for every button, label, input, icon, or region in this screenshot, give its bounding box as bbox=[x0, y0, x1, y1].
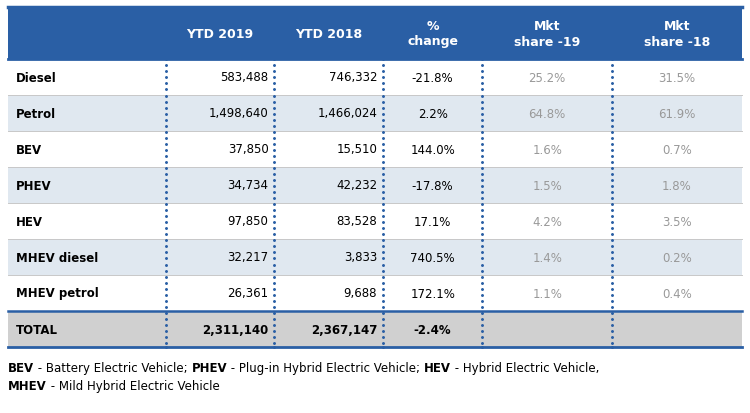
Text: 42,232: 42,232 bbox=[336, 179, 377, 192]
Text: TOTAL: TOTAL bbox=[16, 323, 58, 336]
Text: 83,528: 83,528 bbox=[336, 215, 377, 228]
Text: %
change: % change bbox=[407, 19, 458, 48]
Text: -21.8%: -21.8% bbox=[412, 71, 454, 84]
Text: 34,734: 34,734 bbox=[227, 179, 268, 192]
Text: 1.5%: 1.5% bbox=[532, 179, 562, 192]
Text: PHEV: PHEV bbox=[16, 179, 52, 192]
Text: 740.5%: 740.5% bbox=[410, 251, 455, 264]
Text: Diesel: Diesel bbox=[16, 71, 57, 84]
Text: BEV: BEV bbox=[8, 361, 34, 374]
Text: 37,850: 37,850 bbox=[228, 143, 268, 156]
Bar bbox=[8, 204, 742, 240]
Text: 2.2%: 2.2% bbox=[418, 107, 448, 120]
Text: Mkt
share -19: Mkt share -19 bbox=[514, 19, 580, 48]
Text: HEV: HEV bbox=[16, 215, 43, 228]
Text: - Mild Hybrid Electric Vehicle: - Mild Hybrid Electric Vehicle bbox=[46, 379, 220, 392]
Text: 2,311,140: 2,311,140 bbox=[202, 323, 268, 336]
Text: 1.8%: 1.8% bbox=[662, 179, 692, 192]
Text: HEV: HEV bbox=[424, 361, 451, 374]
Text: - Plug-in Hybrid Electric Vehicle;: - Plug-in Hybrid Electric Vehicle; bbox=[227, 361, 424, 374]
Text: 31.5%: 31.5% bbox=[658, 71, 695, 84]
Text: 64.8%: 64.8% bbox=[529, 107, 566, 120]
Text: 1.1%: 1.1% bbox=[532, 287, 562, 300]
Text: 583,488: 583,488 bbox=[220, 71, 268, 84]
Bar bbox=[8, 132, 742, 168]
Text: 4.2%: 4.2% bbox=[532, 215, 562, 228]
Bar bbox=[8, 311, 742, 347]
Bar bbox=[8, 240, 742, 275]
Text: 144.0%: 144.0% bbox=[410, 143, 455, 156]
Text: Mkt
share -18: Mkt share -18 bbox=[644, 19, 710, 48]
Text: 3.5%: 3.5% bbox=[662, 215, 692, 228]
Bar bbox=[8, 8, 742, 60]
Text: 0.2%: 0.2% bbox=[662, 251, 692, 264]
Text: 172.1%: 172.1% bbox=[410, 287, 455, 300]
Text: -17.8%: -17.8% bbox=[412, 179, 454, 192]
Text: MHEV petrol: MHEV petrol bbox=[16, 287, 99, 300]
Bar bbox=[8, 275, 742, 311]
Bar bbox=[8, 60, 742, 96]
Text: MHEV: MHEV bbox=[8, 379, 46, 392]
Text: 1.6%: 1.6% bbox=[532, 143, 562, 156]
Text: 746,332: 746,332 bbox=[328, 71, 377, 84]
Text: 97,850: 97,850 bbox=[227, 215, 268, 228]
Text: 9,688: 9,688 bbox=[344, 287, 377, 300]
Text: 2,367,147: 2,367,147 bbox=[310, 323, 377, 336]
Text: 25.2%: 25.2% bbox=[529, 71, 566, 84]
Text: YTD 2018: YTD 2018 bbox=[296, 27, 362, 40]
Text: MHEV diesel: MHEV diesel bbox=[16, 251, 98, 264]
Text: 61.9%: 61.9% bbox=[658, 107, 696, 120]
Text: 0.4%: 0.4% bbox=[662, 287, 692, 300]
Text: 15,510: 15,510 bbox=[336, 143, 377, 156]
Text: -2.4%: -2.4% bbox=[414, 323, 452, 336]
Text: YTD 2019: YTD 2019 bbox=[187, 27, 254, 40]
Text: - Battery Electric Vehicle;: - Battery Electric Vehicle; bbox=[34, 361, 191, 374]
Text: 1,466,024: 1,466,024 bbox=[317, 107, 377, 120]
Text: Petrol: Petrol bbox=[16, 107, 56, 120]
Text: - Hybrid Electric Vehicle,: - Hybrid Electric Vehicle, bbox=[451, 361, 599, 374]
Text: PHEV: PHEV bbox=[191, 361, 227, 374]
Text: 26,361: 26,361 bbox=[227, 287, 268, 300]
Text: 1.4%: 1.4% bbox=[532, 251, 562, 264]
Text: 17.1%: 17.1% bbox=[414, 215, 452, 228]
Bar bbox=[8, 168, 742, 204]
Text: BEV: BEV bbox=[16, 143, 42, 156]
Text: 3,833: 3,833 bbox=[344, 251, 377, 264]
Text: 1,498,640: 1,498,640 bbox=[209, 107, 268, 120]
Text: 0.7%: 0.7% bbox=[662, 143, 692, 156]
Text: 32,217: 32,217 bbox=[227, 251, 268, 264]
Bar bbox=[8, 96, 742, 132]
